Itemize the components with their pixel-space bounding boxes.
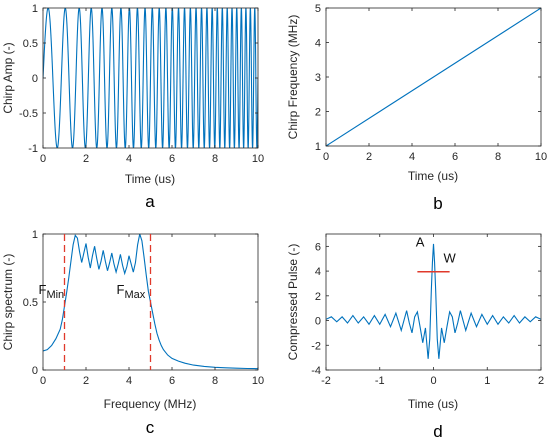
x-tick-label: 8 [212, 375, 218, 387]
x-tick-label: 10 [252, 153, 264, 165]
series-line [326, 8, 541, 146]
y-tick-label: 0 [32, 365, 38, 377]
panel-a: 0 2 4 6 8 10 -1 -0.5 0 0.5 1 Time (us) Chirp Amp … [1, 3, 264, 211]
y-tick-label: 1 [315, 141, 321, 153]
x-tick-label: 6 [452, 151, 458, 163]
x-tick-label: 10 [252, 375, 264, 387]
x-axis-label: Time (us) [125, 172, 175, 186]
y-axis-label: Chirp spectrum (-) [1, 254, 15, 351]
x-tick-label: 2 [538, 375, 544, 387]
marker-main: F [39, 282, 47, 297]
y-axis-label: Compressed Pulse (-) [286, 244, 300, 361]
panel-label: a [145, 192, 155, 211]
y-ticks: -1 -0.5 0 0.5 1 [19, 3, 258, 155]
series-layer [43, 8, 258, 148]
x-tick-label: 8 [495, 151, 501, 163]
y-tick-label: -1 [28, 143, 38, 155]
series-line [43, 234, 258, 370]
x-tick-label: 8 [212, 153, 218, 165]
x-tick-label: 0 [40, 153, 46, 165]
panel-c: 0 2 4 6 8 10 00.51 Frequency (MHz) Chirp spec… [1, 229, 264, 437]
panel-label: c [146, 418, 155, 437]
x-tick-label: 4 [409, 151, 415, 163]
x-tick-label: 2 [83, 153, 89, 165]
series-layer [326, 8, 541, 146]
y-axis-label: Chirp Amp (-) [1, 42, 15, 113]
x-tick-label: 6 [169, 375, 175, 387]
annotation-a: A [416, 234, 425, 249]
y-tick-label: 2 [315, 291, 321, 303]
x-ticks: 0 2 4 6 8 10 [40, 234, 264, 387]
series-layer [43, 234, 258, 370]
x-tick-label: -1 [375, 375, 385, 387]
y-tick-label: -4 [311, 365, 321, 377]
x-axis-label: Frequency (MHz) [104, 397, 197, 411]
y-tick-label: 3 [315, 72, 321, 84]
x-tick-label: 4 [126, 375, 132, 387]
y-tick-label: 5 [315, 3, 321, 15]
x-tick-label: 0 [430, 375, 436, 387]
y-tick-label: 0 [32, 73, 38, 85]
series-line [43, 8, 258, 148]
marker-subscript: Min [46, 289, 64, 301]
y-tick-label: 0.5 [23, 297, 38, 309]
y-tick-label: 0 [315, 316, 321, 328]
x-axis-label: Time (us) [408, 169, 458, 183]
x-tick-label: 10 [535, 151, 547, 163]
y-tick-label: -0.5 [19, 108, 38, 120]
y-tick-label: 2 [315, 107, 321, 119]
x-tick-label: 2 [83, 375, 89, 387]
x-ticks: 0 2 4 6 8 10 [40, 8, 264, 165]
y-tick-label: 0.5 [23, 38, 38, 50]
x-tick-label: 0 [40, 375, 46, 387]
x-ticks: -2 -1 0 1 2 [321, 234, 544, 387]
x-tick-label: 6 [169, 153, 175, 165]
frequency-marker-label: FMin [39, 282, 65, 301]
x-tick-label: 4 [126, 153, 132, 165]
marker-subscript: Max [124, 289, 145, 301]
x-tick-label: 2 [366, 151, 372, 163]
series-layer [326, 243, 541, 359]
frequency-marker-label: FMax [117, 282, 146, 301]
y-tick-label: 6 [315, 241, 321, 253]
y-tick-label: 4 [315, 38, 321, 50]
axes-frame [325, 233, 542, 371]
series-line [326, 243, 541, 359]
y-tick-label: -2 [311, 340, 321, 352]
x-ticks: 0 2 4 6 8 10 [323, 8, 547, 163]
y-tick-label: 4 [315, 266, 321, 278]
annotation-w: W [443, 250, 456, 265]
x-tick-label: 1 [484, 375, 490, 387]
y-ticks: 00.51 [23, 229, 258, 377]
x-tick-label: -2 [321, 375, 331, 387]
panel-label: d [433, 422, 442, 441]
y-ticks: 1 2 3 4 5 [315, 3, 541, 153]
x-tick-label: 0 [323, 151, 329, 163]
x-axis-label: Time (us) [408, 397, 458, 411]
panel-label: b [433, 194, 442, 213]
y-ticks: -4 -2 0 2 4 6 [311, 241, 541, 377]
y-tick-label: 1 [32, 3, 38, 15]
marker-main: F [117, 282, 125, 297]
y-axis-label: Chirp Frequency (MHz) [286, 15, 300, 140]
y-tick-label: 1 [32, 229, 38, 241]
